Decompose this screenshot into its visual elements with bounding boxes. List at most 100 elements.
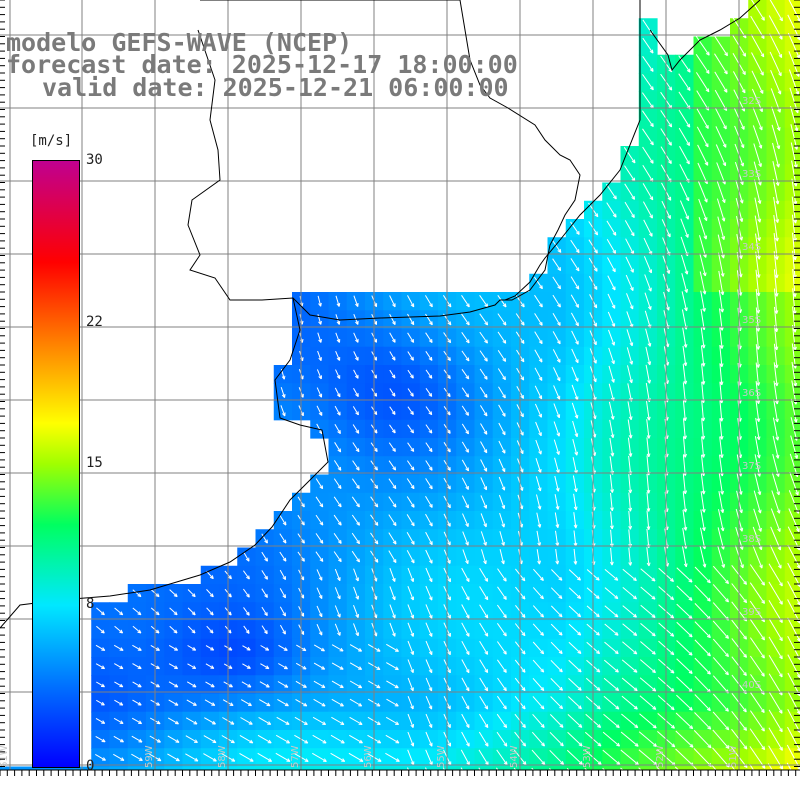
longitude-label: 56W: [363, 745, 374, 768]
wind-arrow: [755, 251, 761, 278]
wind-arrow: [607, 311, 616, 328]
wind-arrow: [335, 369, 341, 379]
wind-arrow: [407, 369, 414, 379]
longitude-label: 59W: [144, 745, 155, 768]
wind-speed-cell: [784, 200, 800, 220]
wind-speed-cell: [784, 164, 800, 184]
latitude-label: 38S: [742, 534, 761, 545]
wind-arrow: [700, 290, 706, 312]
wind-arrow: [790, 142, 798, 169]
wind-arrow: [570, 276, 580, 290]
wind-arrow: [680, 218, 689, 238]
wind-arrow: [719, 326, 724, 349]
wind-arrow: [623, 147, 636, 164]
latitude-label: 34S: [742, 242, 761, 253]
wind-arrow: [755, 269, 761, 297]
longitude-label: 57W: [290, 745, 301, 768]
latitude-label: 35S: [742, 315, 761, 326]
wind-arrow: [425, 351, 433, 361]
wind-arrow: [644, 292, 652, 310]
wind-arrow: [389, 295, 396, 308]
wind-arrow: [624, 220, 635, 237]
wind-arrow: [552, 276, 561, 290]
wind-arrow: [772, 160, 780, 186]
wind-arrow: [792, 306, 797, 333]
wind-arrow: [773, 343, 779, 369]
wind-arrow: [681, 291, 688, 312]
wind-arrow: [533, 276, 543, 290]
wind-arrow: [791, 343, 797, 369]
wind-speed-cell: [784, 419, 800, 439]
wind-arrow: [715, 126, 727, 148]
wind-arrow: [571, 330, 579, 345]
wind-arrow: [534, 331, 543, 345]
wind-arrow: [626, 347, 633, 365]
wind-arrow: [695, 35, 710, 56]
latitude-label: 33S: [742, 169, 761, 180]
wind-arrow: [642, 128, 654, 146]
wind-arrow: [772, 179, 780, 205]
wind-arrow: [682, 327, 688, 348]
wind-arrow: [353, 351, 359, 361]
wind-arrow: [681, 254, 689, 275]
wind-arrow: [645, 364, 651, 384]
wind-arrow: [642, 201, 653, 219]
wind-arrow: [625, 256, 634, 273]
wind-arrow: [553, 367, 561, 382]
wind-arrow: [642, 56, 654, 72]
wind-arrow: [698, 217, 708, 240]
wind-speed-cell: [784, 36, 800, 56]
wind-arrow: [461, 350, 470, 362]
wind-arrow: [715, 144, 727, 167]
wind-arrow: [699, 271, 707, 295]
wind-arrow: [643, 256, 652, 274]
bottom-margin: [0, 770, 800, 800]
wind-arrows: [3, 0, 800, 800]
wind-speed-cell: [784, 127, 800, 147]
wind-arrow: [750, 34, 765, 58]
wind-arrow: [754, 179, 762, 204]
wind-arrow: [497, 331, 507, 344]
wind-arrow: [335, 332, 341, 343]
wind-arrow: [642, 74, 654, 91]
wind-arrow: [696, 108, 709, 129]
wind-arrow: [769, 33, 783, 58]
wind-arrow: [353, 332, 359, 343]
colorbar-tick-label: 8: [86, 596, 95, 613]
wind-arrow: [752, 125, 763, 149]
wind-arrow: [699, 253, 707, 277]
wind-arrow: [788, 51, 800, 77]
wind-arrow: [425, 313, 433, 326]
colorbar-tick-label: 30: [86, 152, 103, 168]
wind-arrow: [696, 126, 709, 148]
wind-arrow: [626, 293, 634, 310]
wind-speed-cell: [784, 273, 800, 293]
wind-arrow: [534, 294, 543, 308]
wind-arrow: [607, 293, 616, 309]
wind-arrow: [774, 325, 779, 351]
longitude-label: 51W: [728, 745, 739, 768]
colorbar-tick-label: 15: [86, 455, 103, 471]
wind-arrow: [335, 351, 341, 361]
wind-arrow: [497, 313, 507, 326]
wind-arrow: [641, 110, 654, 128]
latitude-label: 36S: [742, 388, 761, 399]
wind-arrow: [682, 345, 688, 367]
wind-arrow: [643, 219, 653, 237]
wind-arrow: [695, 54, 710, 74]
wind-arrow: [714, 53, 728, 75]
colorbar-tick-label: 22: [86, 313, 103, 330]
wind-arrow: [461, 295, 470, 308]
longitude-label: 54W: [509, 745, 520, 768]
wind-arrow: [790, 124, 799, 150]
wind-arrow: [335, 295, 341, 307]
wind-arrow: [461, 369, 470, 380]
wind-arrow: [792, 324, 797, 351]
wind-speed-cell: [784, 91, 800, 111]
wind-arrow: [407, 351, 414, 361]
wind-arrow: [552, 313, 561, 326]
wind-arrow: [771, 106, 781, 131]
wind-arrow: [479, 295, 489, 308]
wind-speed-cell: [784, 492, 800, 512]
